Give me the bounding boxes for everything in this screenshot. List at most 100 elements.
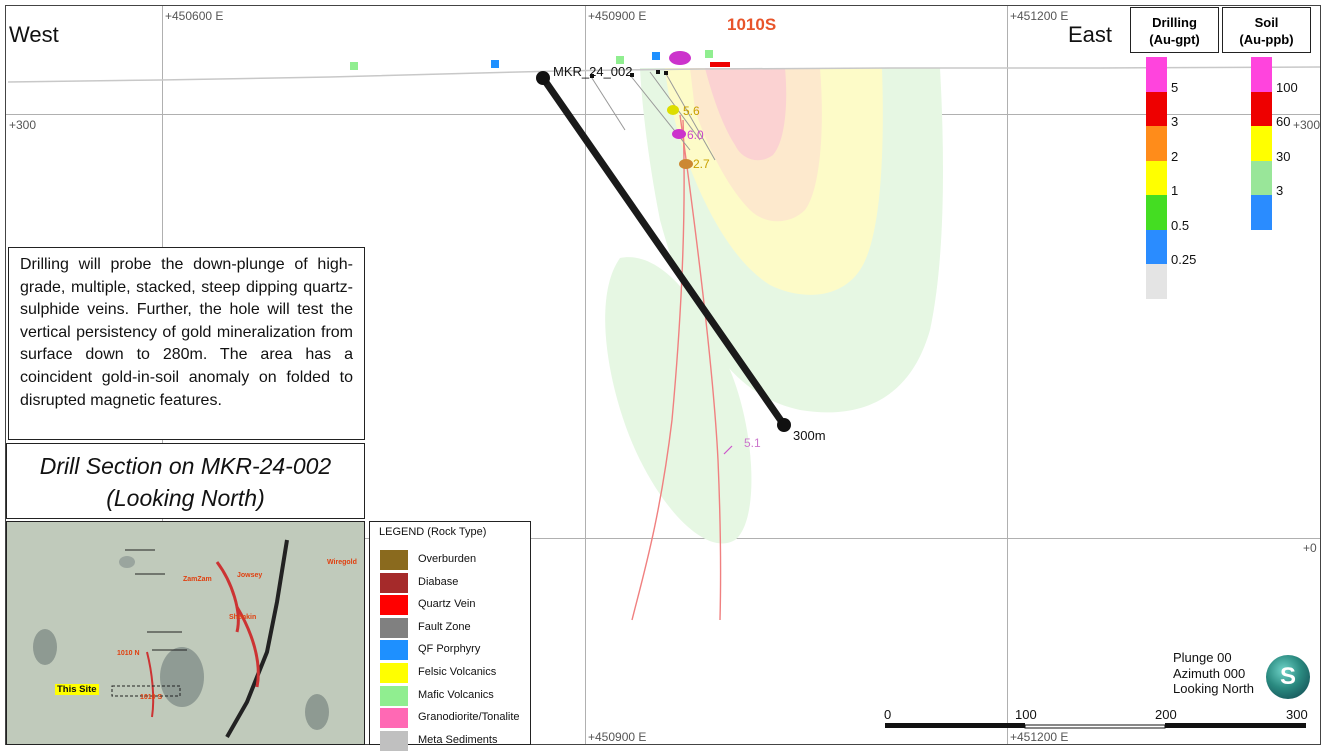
soil-scale-cell [1251,91,1272,126]
drilling-scale-title: Drilling [1152,15,1197,30]
soil-scale-label: 3 [1276,183,1284,198]
plunge-label: Plunge 00 [1173,650,1232,665]
looking-label: Looking North [1173,681,1254,696]
description-text: Drilling will probe the down-plunge of h… [20,256,353,409]
assay-value: 6.0 [687,128,704,142]
drilling-scale-cell [1146,91,1167,126]
assay-value: 5.1 [744,436,761,450]
historic-drillhole-trace [679,114,722,621]
soil-anomaly-60ppb [705,68,787,161]
soil-sample-marker [705,50,713,58]
legend-item: Granodiorite/Tonalite [380,708,530,729]
scale-bar-label: 100 [1015,707,1037,722]
section-name: 1010S [727,15,777,34]
soil-scale-cell [1251,126,1272,161]
legend-label: Granodiorite/Tonalite [418,711,520,724]
assay-intercept [672,129,686,139]
legend-item: Overburden [380,550,530,570]
legend-label: Quartz Vein [418,598,476,611]
drilling-color-scale [1146,57,1167,299]
assay-intercept [669,51,691,65]
title-line2: (Looking North) [106,485,265,511]
grid-line-elev-0 [6,538,1320,539]
grid-line-451200 [1007,6,1008,744]
legend-swatch [380,595,408,616]
drillhole-end [777,418,791,432]
inset-vein-zone [235,606,260,688]
legend-item: Mafic Volcanics [380,685,530,706]
assay-tick [723,445,733,455]
soil-scale-cell [1251,160,1272,195]
inset-label: Jowsey [237,572,263,579]
legend-item: Meta Sediments [380,730,530,751]
inset-vein-zone [146,651,155,718]
legend-swatch [380,663,408,683]
coord-bottom-450900: +450900 E [588,730,647,744]
scale-bar-segment [885,723,1025,728]
drilling-scale-cell [1146,195,1167,230]
drilling-scale-label: 1 [1171,183,1179,198]
soil-sample-marker [491,60,499,68]
legend-title: LEGEND (Rock Type) [379,526,487,538]
soil-scale-label: 100 [1276,79,1298,95]
inset-label: Shenkin [229,614,257,621]
historic-drillhole-short [664,71,716,161]
scale-bar-label: 300 [1286,707,1308,722]
proposed-drillhole [539,74,788,429]
inset-label: Wiregold [327,559,357,566]
legend-label: Diabase [418,575,459,588]
legend-swatch [380,685,408,706]
company-logo-letter: S [1279,663,1296,690]
inset-lake [119,556,135,568]
inset-label: 1010 S [140,694,163,701]
soil-scale-header: Soil (Au-ppb) [1222,7,1311,53]
inset-map: ZamZam Jowsey Wiregold Shenkin 1010 N Th… [6,521,365,745]
company-logo: S [1266,655,1310,699]
title-box: Drill Section on MKR-24-002 (Looking Nor… [6,443,365,519]
drilling-scale-label: 0.25 [1171,252,1197,267]
legend-label: Felsic Volcanics [418,666,497,678]
legend-swatch [380,708,408,729]
historic-drillhole-short [589,74,626,131]
soil-scale-title: Soil [1254,15,1279,30]
drillhole-name: MKR_24_002 [553,64,633,79]
title-line1: Drill Section on MKR-24-002 [39,453,332,479]
soil-sample-marker [652,52,660,60]
view-info: Plunge 00 Azimuth 000 Looking North [1173,650,1254,697]
drilling-scale-cell [1146,57,1167,92]
coord-top-450900: +450900 E [588,9,647,23]
east-label: East [1068,22,1113,47]
coord-top-451200: +451200 E [1010,9,1069,23]
scale-bar-label: 200 [1155,707,1177,722]
assay-value: 2.7 [693,157,710,171]
assay-value: 5.6 [683,104,700,118]
inset-vein-zone [215,561,240,633]
drilling-scale-label: 5 [1171,79,1179,95]
coord-bottom-451200: +451200 E [1010,730,1069,744]
grid-line-450900 [585,6,586,744]
soil-sample-marker [350,62,358,70]
collar-marker [630,73,634,77]
legend-label: Overburden [418,553,477,565]
scale-bar-segment [1165,723,1306,728]
this-site-label: This Site [55,684,99,695]
drilling-scale-label: 3 [1171,114,1179,129]
drillhole-depth: 300m [793,428,826,443]
drilling-scale-cell [1146,160,1167,195]
legend-label: Fault Zone [418,620,471,633]
west-label: West [9,22,59,47]
drilling-scale-units: (Au-gpt) [1149,32,1200,47]
soil-sample-marker [616,56,624,64]
legend-item: Fault Zone [380,617,530,638]
elevation-left-300: +300 [9,118,37,132]
inset-lake [160,647,204,707]
legend-item: QF Porphyry [380,640,530,661]
inset-lake [305,694,329,730]
coord-top-450600: +450600 E [165,9,224,23]
legend-item: Diabase [380,572,530,593]
inset-map-drawing [7,522,364,744]
soil-scale-label: 60 [1276,114,1291,129]
assay-intercept [679,159,693,169]
inset-label: ZamZam [183,576,212,583]
